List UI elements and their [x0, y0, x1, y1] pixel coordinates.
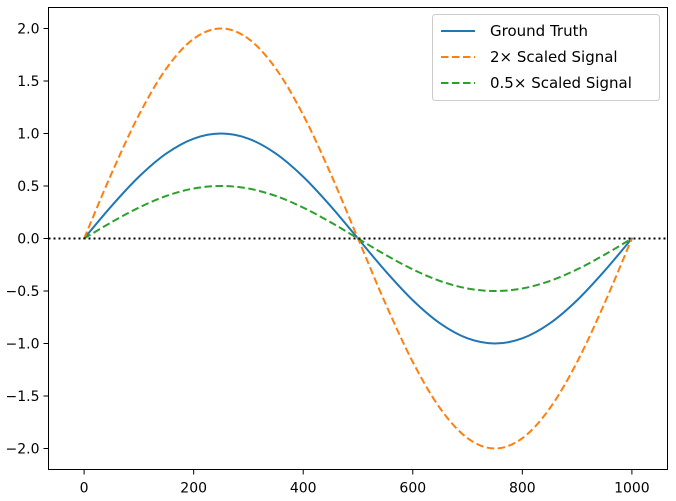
y-tick-label: 2.0 [17, 22, 39, 38]
x-tick-label: 1000 [614, 481, 650, 497]
data-layer [48, 27, 668, 450]
y-tick-label: 0.5 [17, 179, 39, 195]
y-tick-label: 1.0 [17, 127, 39, 143]
y-tick-label: −0.5 [6, 284, 40, 300]
legend: Ground Truth 2× Scaled Signal 0.5× Scaled … [432, 14, 660, 101]
x-tick-label: 200 [180, 481, 207, 497]
y-tick-label: −1.0 [6, 337, 40, 353]
y-tick-label: −2.0 [6, 442, 40, 458]
y-tick-label: −1.5 [6, 389, 40, 405]
x-tick-label: 600 [399, 481, 426, 497]
x-tick-label: 400 [290, 481, 317, 497]
tick-layer: 0 200 400 600 800 1000 2.0 1.5 1.0 0.5 0.0 −0.5 −1.0… [6, 22, 650, 497]
plot-frame [48, 7, 668, 470]
y-tick-label: 0.0 [17, 232, 39, 248]
legend-label-0-5x-scaled-signal: 0.5× Scaled Signal [490, 74, 632, 92]
series-line-0-5x-scaled-signal [83, 185, 633, 292]
legend-label-ground-truth: Ground Truth [490, 22, 588, 40]
legend-box [432, 14, 660, 101]
y-tick-label: 1.5 [17, 74, 39, 90]
x-tick-label: 800 [509, 481, 536, 497]
x-tick-label: 0 [80, 481, 89, 497]
legend-label-2x-scaled-signal: 2× Scaled Signal [490, 48, 618, 66]
